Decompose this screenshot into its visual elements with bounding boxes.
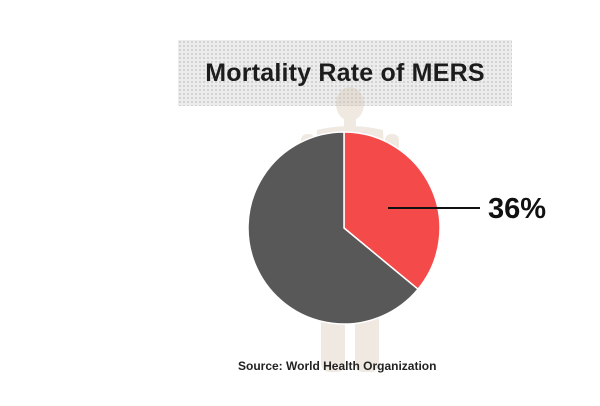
pie-slices bbox=[247, 131, 441, 325]
title-background bbox=[178, 40, 512, 106]
data-label-36-percent: 36% bbox=[488, 193, 546, 225]
source-note: Source: World Health Organization bbox=[238, 359, 437, 373]
pie-slice-1 bbox=[247, 131, 420, 325]
pie-slice-0 bbox=[343, 131, 441, 291]
chart-title: Mortality Rate of MERS bbox=[205, 58, 485, 87]
